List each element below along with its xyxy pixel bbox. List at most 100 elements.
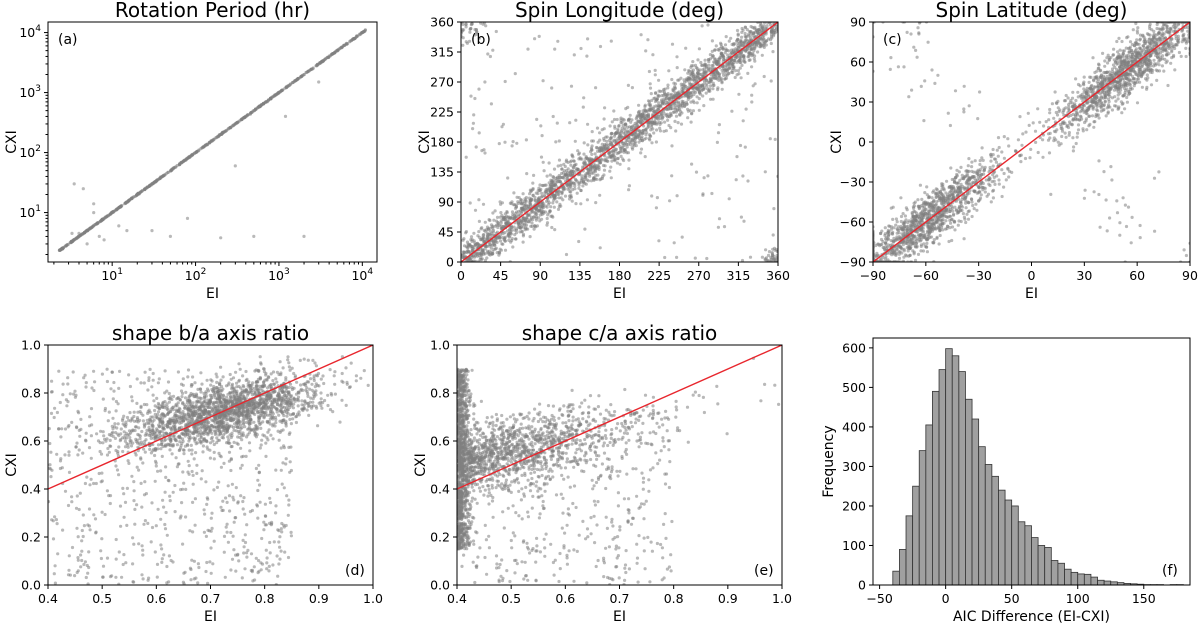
data-point <box>884 257 888 261</box>
data-point <box>736 44 740 48</box>
data-point <box>1103 59 1107 63</box>
data-point <box>327 55 331 59</box>
data-point <box>906 220 910 225</box>
data-point <box>719 45 724 49</box>
data-point <box>233 164 237 168</box>
data-point <box>992 157 997 161</box>
data-point <box>717 72 722 76</box>
data-point <box>679 82 683 86</box>
data-point <box>710 63 714 68</box>
data-point <box>1148 68 1152 72</box>
data-point <box>493 209 497 213</box>
data-point <box>659 103 663 108</box>
data-point <box>947 239 951 244</box>
data-point <box>680 235 684 239</box>
data-point <box>646 125 650 129</box>
data-point <box>1060 129 1065 133</box>
data-point <box>744 38 749 42</box>
data-point <box>602 138 606 142</box>
data-point <box>473 96 477 101</box>
data-point <box>748 58 752 62</box>
data-point <box>686 71 690 75</box>
data-point <box>670 77 674 82</box>
data-point <box>106 213 110 217</box>
data-point <box>748 38 752 42</box>
data-point <box>1014 149 1018 153</box>
data-point <box>535 117 539 121</box>
data-point <box>681 100 685 104</box>
data-point <box>903 253 908 257</box>
data-point <box>984 178 988 182</box>
data-point <box>1004 178 1008 182</box>
data-point <box>1112 47 1116 51</box>
data-point <box>1123 107 1127 111</box>
data-point <box>715 140 720 144</box>
data-point <box>934 227 938 231</box>
data-point <box>557 139 561 143</box>
data-point <box>1157 59 1161 63</box>
data-point <box>477 259 481 262</box>
data-point <box>743 49 748 53</box>
data-point <box>545 221 550 225</box>
data-point <box>650 125 654 129</box>
data-point <box>464 245 468 249</box>
data-point <box>555 121 559 125</box>
data-point <box>465 41 469 45</box>
data-point <box>724 68 728 73</box>
data-point <box>720 80 724 84</box>
data-point <box>1007 175 1011 179</box>
data-point <box>521 240 525 244</box>
data-point <box>631 142 635 146</box>
data-point <box>653 119 657 123</box>
data-point <box>680 87 684 91</box>
data-point <box>647 69 652 74</box>
data-point <box>549 195 553 199</box>
data-point <box>528 218 532 222</box>
plot-frame <box>47 21 378 263</box>
data-point <box>1071 136 1075 140</box>
data-point <box>514 231 519 235</box>
data-point <box>875 251 879 255</box>
data-point <box>1149 83 1154 87</box>
data-point <box>748 36 753 40</box>
data-point <box>639 33 643 37</box>
data-point <box>618 145 622 149</box>
data-point <box>716 131 721 135</box>
data-point <box>762 37 766 41</box>
x-tick-label: 90 <box>532 268 548 283</box>
data-point <box>613 124 617 128</box>
data-point <box>1128 40 1133 44</box>
data-point <box>551 183 555 187</box>
data-point <box>595 177 599 181</box>
data-point <box>717 75 721 79</box>
data-point <box>1104 198 1108 202</box>
data-point <box>724 35 728 39</box>
data-point <box>590 157 594 161</box>
data-point <box>727 72 731 76</box>
data-point <box>671 110 676 114</box>
data-point <box>915 55 919 59</box>
data-point <box>563 194 568 198</box>
data-point <box>1135 101 1140 105</box>
data-point <box>620 126 624 130</box>
data-point <box>684 84 688 89</box>
y-tick-label: 135 <box>430 165 454 180</box>
data-point <box>489 223 494 227</box>
data-point <box>533 37 537 41</box>
data-point <box>537 198 541 202</box>
data-point <box>71 238 75 242</box>
data-point <box>251 110 255 114</box>
data-point <box>760 26 764 30</box>
data-point <box>525 207 529 211</box>
data-point <box>1095 108 1099 112</box>
data-point <box>953 205 957 209</box>
data-point <box>764 248 768 252</box>
data-point <box>1115 211 1120 215</box>
data-point <box>498 200 502 204</box>
data-point <box>502 238 506 242</box>
data-point <box>219 236 223 240</box>
data-point <box>560 167 564 171</box>
data-point <box>619 154 623 158</box>
data-point <box>946 111 950 115</box>
data-point <box>492 218 496 222</box>
